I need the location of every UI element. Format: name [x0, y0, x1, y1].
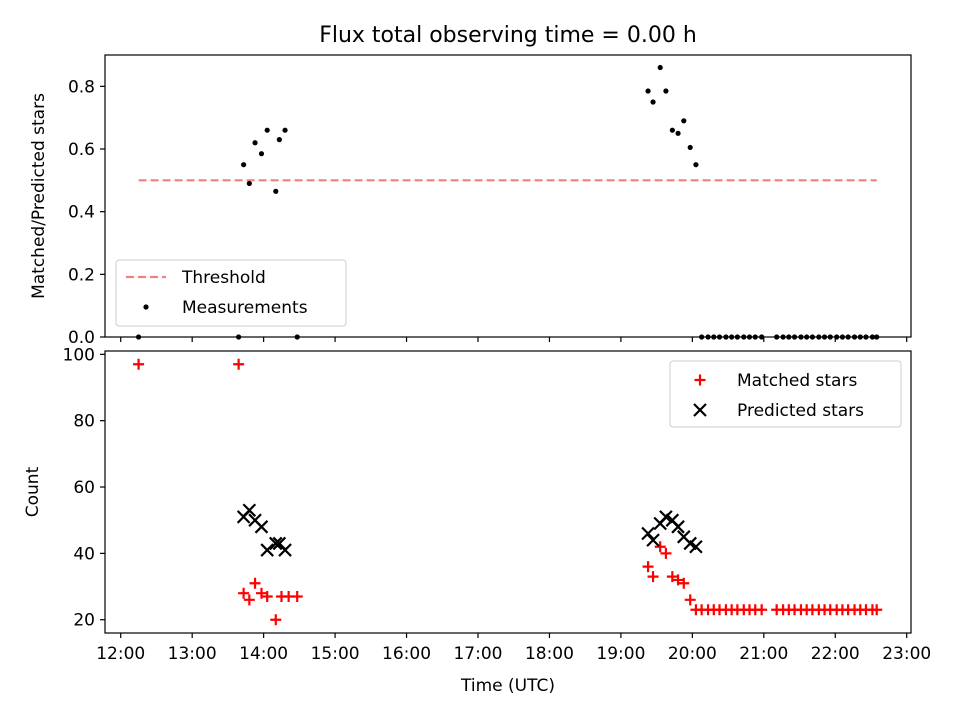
measurement-point	[282, 127, 288, 133]
matched-star-point	[642, 561, 654, 573]
y-tick-label: 0.6	[68, 140, 95, 160]
x-axis-label: Time (UTC)	[460, 676, 555, 696]
x-tick-label: 23:00	[882, 644, 931, 664]
matched-star-point	[243, 594, 255, 606]
predicted-star-point	[242, 503, 257, 518]
matched-star-point	[684, 594, 696, 606]
x-tick-label: 19:00	[596, 644, 645, 664]
matched-star-point	[233, 358, 245, 370]
measurement-point	[276, 137, 282, 143]
count-legend: Matched stars Predicted stars	[669, 360, 902, 428]
matched-star-point	[270, 614, 282, 626]
legend-matched-swatch	[694, 374, 706, 386]
x-tick-label: 18:00	[525, 644, 574, 664]
y-tick-label: 0.0	[68, 328, 95, 348]
count-axes-frame	[104, 350, 912, 634]
predicted-star-point	[659, 510, 673, 524]
y-tick-label: 0.8	[68, 77, 95, 97]
measurement-point	[241, 162, 247, 168]
measurement-point	[669, 127, 675, 133]
y-tick-label: 100	[63, 345, 95, 365]
ratio-legend: Threshold Measurements	[115, 259, 347, 327]
legend-measurement-swatch	[143, 304, 149, 310]
matched-star-point	[756, 604, 768, 616]
ratio-panel: 0.00.20.40.60.8 Matched/Predicted stars …	[29, 54, 912, 348]
measurement-point	[273, 188, 279, 194]
x-tick-label: 16:00	[382, 644, 431, 664]
chart-title: Flux total observing time = 0.00 h	[319, 23, 697, 48]
legend-predicted-swatch	[693, 403, 707, 417]
measurement-point	[246, 180, 252, 187]
matched-star-point	[238, 587, 250, 599]
matched-star-point	[255, 587, 267, 599]
legend-box	[115, 259, 347, 327]
x-tick-label: 13:00	[168, 644, 217, 664]
matched-star-point	[672, 574, 684, 586]
ratio-y-axis-label: Matched/Predicted stars	[29, 93, 49, 299]
predicted-star-point	[278, 543, 292, 557]
legend-measurement-label: Measurements	[182, 298, 308, 318]
y-tick-label: 40	[73, 544, 95, 564]
legend-matched-label: Matched stars	[737, 371, 857, 391]
measurement-point	[687, 144, 693, 151]
y-tick-label: 0.4	[68, 203, 95, 223]
matched-star-point	[647, 571, 659, 583]
x-tick-label: 12:00	[96, 644, 145, 664]
matched-star-point	[249, 577, 261, 589]
predicted-star-point	[646, 533, 660, 547]
predicted-star-point	[641, 526, 655, 541]
y-tick-label: 60	[73, 478, 95, 498]
predicted-star-point	[268, 536, 283, 551]
x-tick-label: 15:00	[311, 644, 360, 664]
ratio-axes-frame	[104, 54, 912, 338]
matched-star-point	[261, 591, 273, 603]
matched-star-point	[291, 591, 303, 603]
matched-star-point	[666, 571, 678, 583]
measurement-point	[681, 118, 687, 124]
matched-star-point	[660, 547, 672, 559]
measurement-point	[693, 162, 699, 168]
measurement-point	[650, 99, 656, 105]
measurement-point	[258, 151, 265, 157]
predicted-star-point	[254, 520, 269, 534]
matched-star-point	[678, 577, 690, 589]
matched-star-point	[654, 541, 666, 553]
x-tick-label: 21:00	[739, 644, 788, 664]
y-tick-label: 20	[73, 611, 95, 631]
legend-threshold-label: Threshold	[181, 268, 266, 288]
count-y-axis-label: Count	[23, 466, 43, 517]
matched-star-point	[871, 604, 883, 616]
predicted-star-point	[689, 539, 703, 554]
measurement-point	[663, 88, 669, 94]
legend-box	[669, 360, 902, 428]
count-panel: 20 40 60 80 100 12:00 13:00 14:00 15:00 16:00 17:0…	[23, 345, 931, 696]
legend-predicted-label: Predicted stars	[737, 401, 864, 421]
measurement-point	[252, 140, 258, 146]
measurement-point	[657, 64, 663, 71]
predicted-star-point	[671, 520, 685, 534]
y-tick-label: 0.2	[68, 265, 95, 285]
measurement-point	[264, 127, 270, 133]
x-tick-label: 20:00	[668, 644, 717, 664]
measurement-point	[645, 88, 651, 94]
x-tick-label: 17:00	[453, 644, 502, 664]
x-tick-label: 22:00	[811, 644, 860, 664]
x-tick-label: 14:00	[239, 644, 288, 664]
matched-star-point	[133, 358, 145, 370]
predicted-star-point	[260, 543, 274, 557]
measurement-point	[675, 130, 681, 136]
count-plot-area	[133, 358, 883, 626]
y-tick-label: 80	[73, 412, 95, 432]
